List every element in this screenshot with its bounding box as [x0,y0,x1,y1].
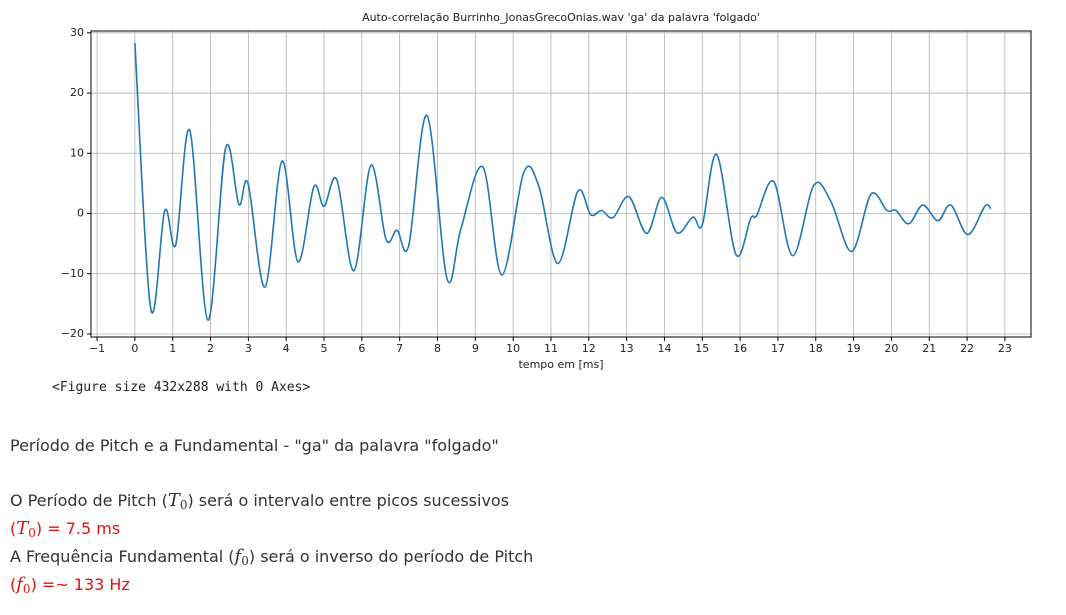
x-tick-label: 13 [620,342,634,355]
md-sub: 0 [28,526,36,540]
x-tick-label: 7 [396,342,403,355]
y-tick-label: 30 [70,26,84,39]
x-tick-label: 0 [131,342,138,355]
y-tick-label: 0 [77,207,84,220]
x-tick-label: 4 [283,342,290,355]
md-sub: 0 [179,498,188,512]
md-line: (T0) = 7.5 ms [10,518,120,540]
x-tick-label: 9 [472,342,479,355]
x-tick-label: −1 [89,342,105,355]
x-tick-label: 17 [771,342,785,355]
x-tick-label: 15 [695,342,709,355]
y-tick-label: −10 [61,267,84,280]
md-after: ) será o intervalo entre picos sucessivo… [187,491,510,510]
md-before: ( [10,519,17,538]
md-symbol: f [16,574,23,595]
chart-title: Auto-correlação Burrinho_JonasGrecoOnias… [362,11,760,24]
md-after: ) será o inverso do período de Pitch [248,547,534,566]
md-line: O Período de Pitch (T0) será o intervalo… [10,490,509,512]
y-tick-label: −20 [61,327,84,340]
md-line: A Frequência Fundamental (f0) será o inv… [10,546,533,568]
x-tick-label: 20 [884,342,898,355]
x-tick-label: 19 [847,342,861,355]
x-tick-label: 21 [922,342,936,355]
md-symbol: f [234,546,242,567]
x-tick-label: 5 [321,342,328,355]
md-before: A Frequência Fundamental ( [10,547,235,566]
md-sub: 0 [241,554,249,568]
md-after: ) = 7.5 ms [35,519,121,538]
x-tick-label: 6 [358,342,365,355]
x-tick-label: 1 [169,342,176,355]
x-axis-label: tempo em [ms] [518,358,603,371]
cell-output: <Figure size 432x288 with 0 Axes> [52,380,311,395]
x-tick-label: 14 [657,342,671,355]
md-before: O Período de Pitch ( [10,491,168,510]
md-heading: Período de Pitch e a Fundamental - "ga" … [10,436,499,455]
x-tick-label: 8 [434,342,441,355]
plot-frame [90,30,1032,338]
md-line: (f0) =~ 133 Hz [10,574,130,596]
md-symbol: T [16,518,29,539]
x-tick-label: 23 [998,342,1012,355]
x-tick-label: 16 [733,342,747,355]
chart: Auto-correlação Burrinho_JonasGrecoOnias… [61,11,1032,371]
x-tick-label: 3 [245,342,252,355]
y-tick-label: 20 [70,86,84,99]
x-tick-label: 18 [809,342,823,355]
md-before: ( [10,575,17,594]
line-series [134,42,992,321]
x-tick-label: 12 [582,342,596,355]
x-tick-label: 11 [544,342,558,355]
x-tick-label: 22 [960,342,974,355]
md-after: ) =~ 133 Hz [30,575,130,594]
x-tick-label: 10 [506,342,520,355]
y-tick-label: 10 [70,146,84,159]
x-tick-label: 2 [207,342,214,355]
md-sub: 0 [22,582,31,596]
md-symbol: T [167,490,180,511]
